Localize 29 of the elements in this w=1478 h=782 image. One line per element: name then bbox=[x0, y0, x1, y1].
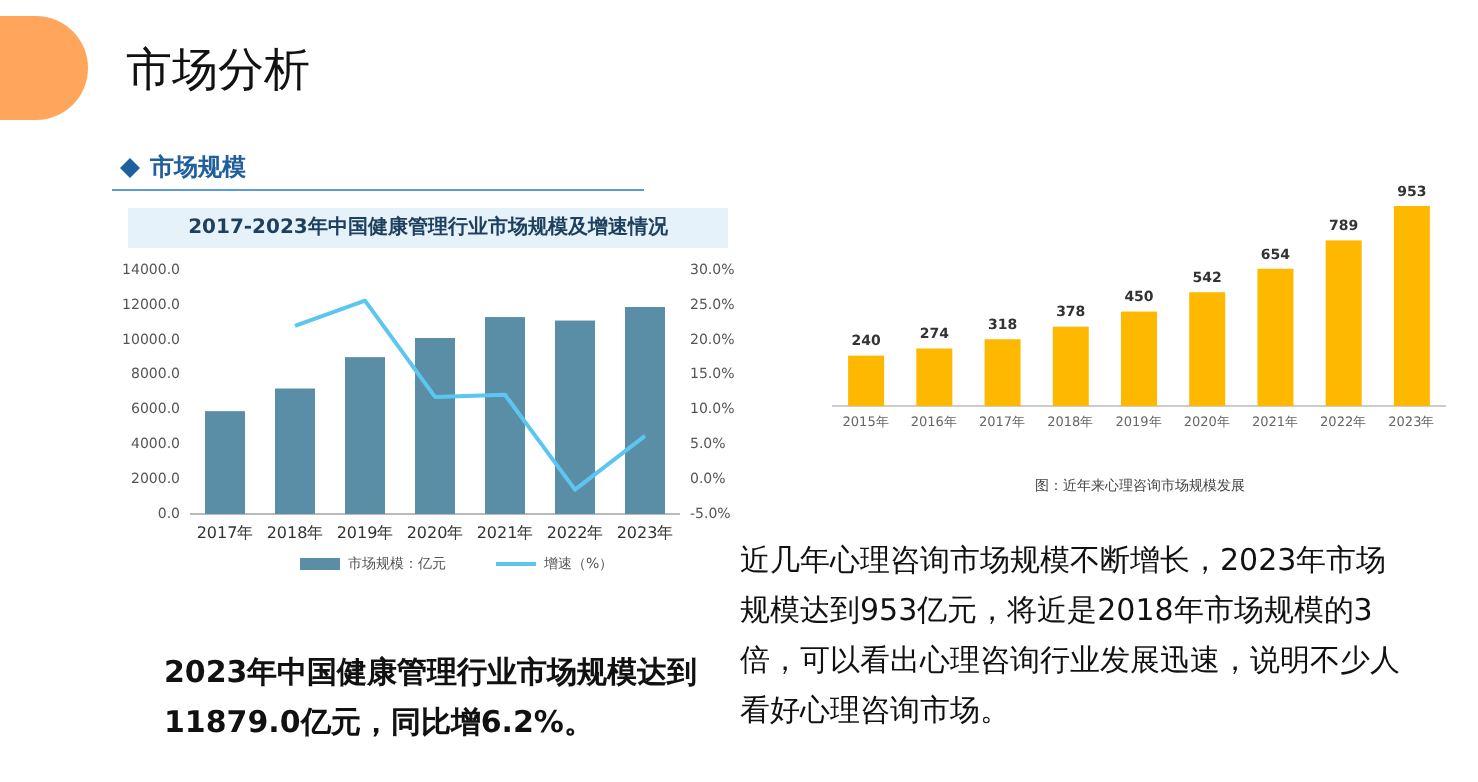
bar bbox=[1325, 240, 1362, 406]
bar bbox=[485, 317, 525, 514]
bar bbox=[275, 388, 315, 514]
x-tick-label: 2020年 bbox=[406, 524, 464, 543]
bar bbox=[848, 355, 885, 406]
text: 2023年中国健康管理行业市场规模达到11879.0亿元，同比增6.2%。 bbox=[164, 654, 698, 740]
chart-subtitle: 市场规模 bbox=[148, 152, 246, 181]
text: 近几年心理咨询市场规模不断增长，2023年市场规模达到953亿元，将近是2018年市场规模的3倍，可以看出心理咨询行业发展迅速，说明不少人看好心理咨询市场。 bbox=[740, 540, 1402, 732]
bar bbox=[625, 306, 665, 514]
text: 市场分析 bbox=[126, 44, 310, 97]
bar bbox=[555, 320, 595, 514]
x-tick-label: 2023年 bbox=[616, 524, 674, 543]
x-tick-label: 2018年 bbox=[266, 524, 324, 543]
bar bbox=[984, 339, 1021, 406]
bar bbox=[1189, 292, 1226, 406]
bar bbox=[1121, 311, 1157, 406]
bar bbox=[415, 337, 455, 514]
bar bbox=[205, 411, 245, 514]
bar bbox=[1052, 326, 1089, 406]
bar bbox=[916, 348, 953, 406]
x-tick-label: 2017年 bbox=[196, 524, 254, 543]
x-tick-label: 2021年 bbox=[476, 524, 534, 543]
x-tick-label: 2022年 bbox=[546, 524, 604, 543]
line-series bbox=[293, 298, 647, 492]
x-tick-label: 2019年 bbox=[336, 524, 394, 543]
chart-title: 2017-2023年中国健康管理行业市场规模及增速情况 bbox=[188, 215, 670, 240]
bar bbox=[345, 357, 385, 514]
bar bbox=[1393, 206, 1430, 406]
bar bbox=[1257, 268, 1294, 406]
